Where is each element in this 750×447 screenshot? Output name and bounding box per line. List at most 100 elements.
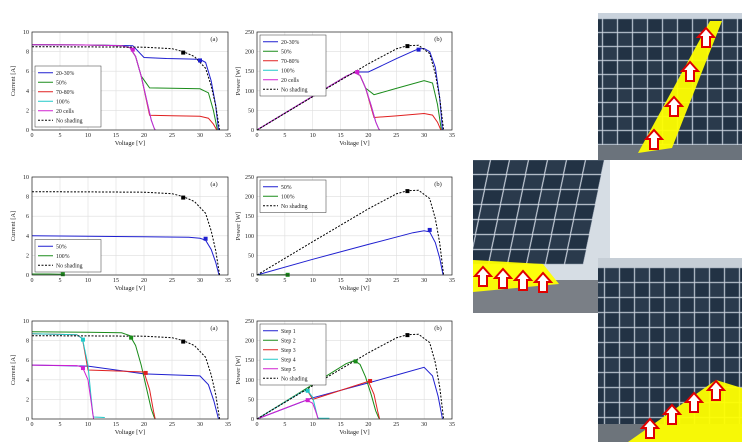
solar-cell [739,282,742,298]
legend-entry: Step 4 [281,357,296,363]
solar-cell [739,357,742,373]
y-tick-label: 2 [26,397,29,403]
solar-cell [602,88,618,103]
solar-cell [664,327,680,343]
legend-box [34,65,102,128]
solar-cell [694,312,710,328]
solar-cell [491,234,514,250]
y-tick-label: 50 [248,108,254,114]
solar-cell [632,102,648,117]
legend-box [259,34,327,97]
chart-panel-1: 0 5 10 15 20 25 30 35 0 2 4 6 8 10 (a) Voltage [V] Curre… [10,30,231,147]
legend: 50% 100% No shading [259,179,327,213]
solar-cell [664,357,680,373]
shading-arrow [473,265,494,287]
mpp-marker [181,195,186,200]
plot-frame [256,31,453,131]
y-tick-label: 10 [23,175,29,181]
solar-cell [538,189,561,205]
solar-cell [573,204,596,220]
legend-entry: 50% [281,185,292,191]
solar-cell [497,204,520,220]
y-tick-label: 0 [26,273,29,279]
legend-entry: Step 2 [281,338,296,344]
solar-cell [598,342,605,358]
mpp-marker [305,388,310,393]
y-tick-label: 200 [245,195,254,201]
solar-cell [664,282,680,298]
solar-cell [526,249,549,265]
solar-cell [619,342,635,358]
solar-cell [548,234,571,250]
solar-cell [506,160,529,175]
solar-cell [739,312,742,328]
solar-cell [632,74,648,89]
solar-cell [619,357,635,373]
solar-cell [692,130,708,145]
y-axis-label: Current [A] [10,355,17,386]
solar-cell [649,357,665,373]
solar-cell [722,74,738,89]
y-axis-label: Power [W] [235,67,242,96]
solar-cell [707,74,723,89]
x-tick-label: 10 [310,133,316,139]
x-tick-label: 10 [310,422,316,428]
y-tick-label: 6 [26,214,29,220]
solar-cell [647,18,663,33]
solar-cell [582,160,605,175]
series-line-step-2 [31,331,156,420]
mpp-marker [80,366,85,371]
solar-cell [632,60,648,75]
legend: 20-30% 50% 70-80% 100% 20 cells No shading [259,34,327,97]
solar-cell [737,130,742,145]
y-tick-label: 150 [245,214,254,220]
solar-cell [722,116,738,131]
solar-cell [647,32,663,47]
shading-strip [473,260,559,292]
solar-cell [722,88,738,103]
solar-cell [494,219,517,235]
x-axis-label: Voltage [V] [115,285,145,292]
solar-cell [694,267,710,283]
solar-cell [739,297,742,313]
solar-cell [604,387,620,403]
solar-cell [662,60,678,75]
solar-cell [647,60,663,75]
solar-cell [724,342,740,358]
arrow-shape [705,379,727,401]
x-tick-label: 35 [449,133,455,139]
solar-cell [664,387,680,403]
solar-cell [737,60,742,75]
x-tick-label: 0 [256,278,259,284]
x-tick-label: 15 [338,422,344,428]
solar-cell [724,282,740,298]
legend-entry: No shading [281,204,308,210]
solar-cell [507,249,530,265]
solar-cell [649,342,665,358]
x-tick-label: 15 [113,133,119,139]
solar-panel-photo-bottom [598,258,742,442]
solar-cell [617,32,633,47]
y-tick-label: 50 [248,397,254,403]
series-line-step-1 [256,366,443,420]
series-line-no-shading [31,46,221,131]
solar-cell [707,116,723,131]
solar-cell [739,342,742,358]
y-tick-label: 0 [26,128,29,134]
solar-cell [634,267,650,283]
solar-cell [602,102,618,117]
legend-entry: No shading [56,118,83,124]
solar-cell [634,357,650,373]
solar-cell [544,160,567,175]
shading-arrow [492,267,514,289]
solar-cell [510,234,533,250]
solar-cell [724,327,740,343]
x-tick-label: 10 [85,133,91,139]
solar-cell [694,342,710,358]
legend-entry: 20-30% [281,40,300,46]
solar-cell [598,74,603,89]
solar-panel [473,160,605,265]
shading-arrow [639,417,661,439]
y-tick-label: 8 [26,339,29,345]
